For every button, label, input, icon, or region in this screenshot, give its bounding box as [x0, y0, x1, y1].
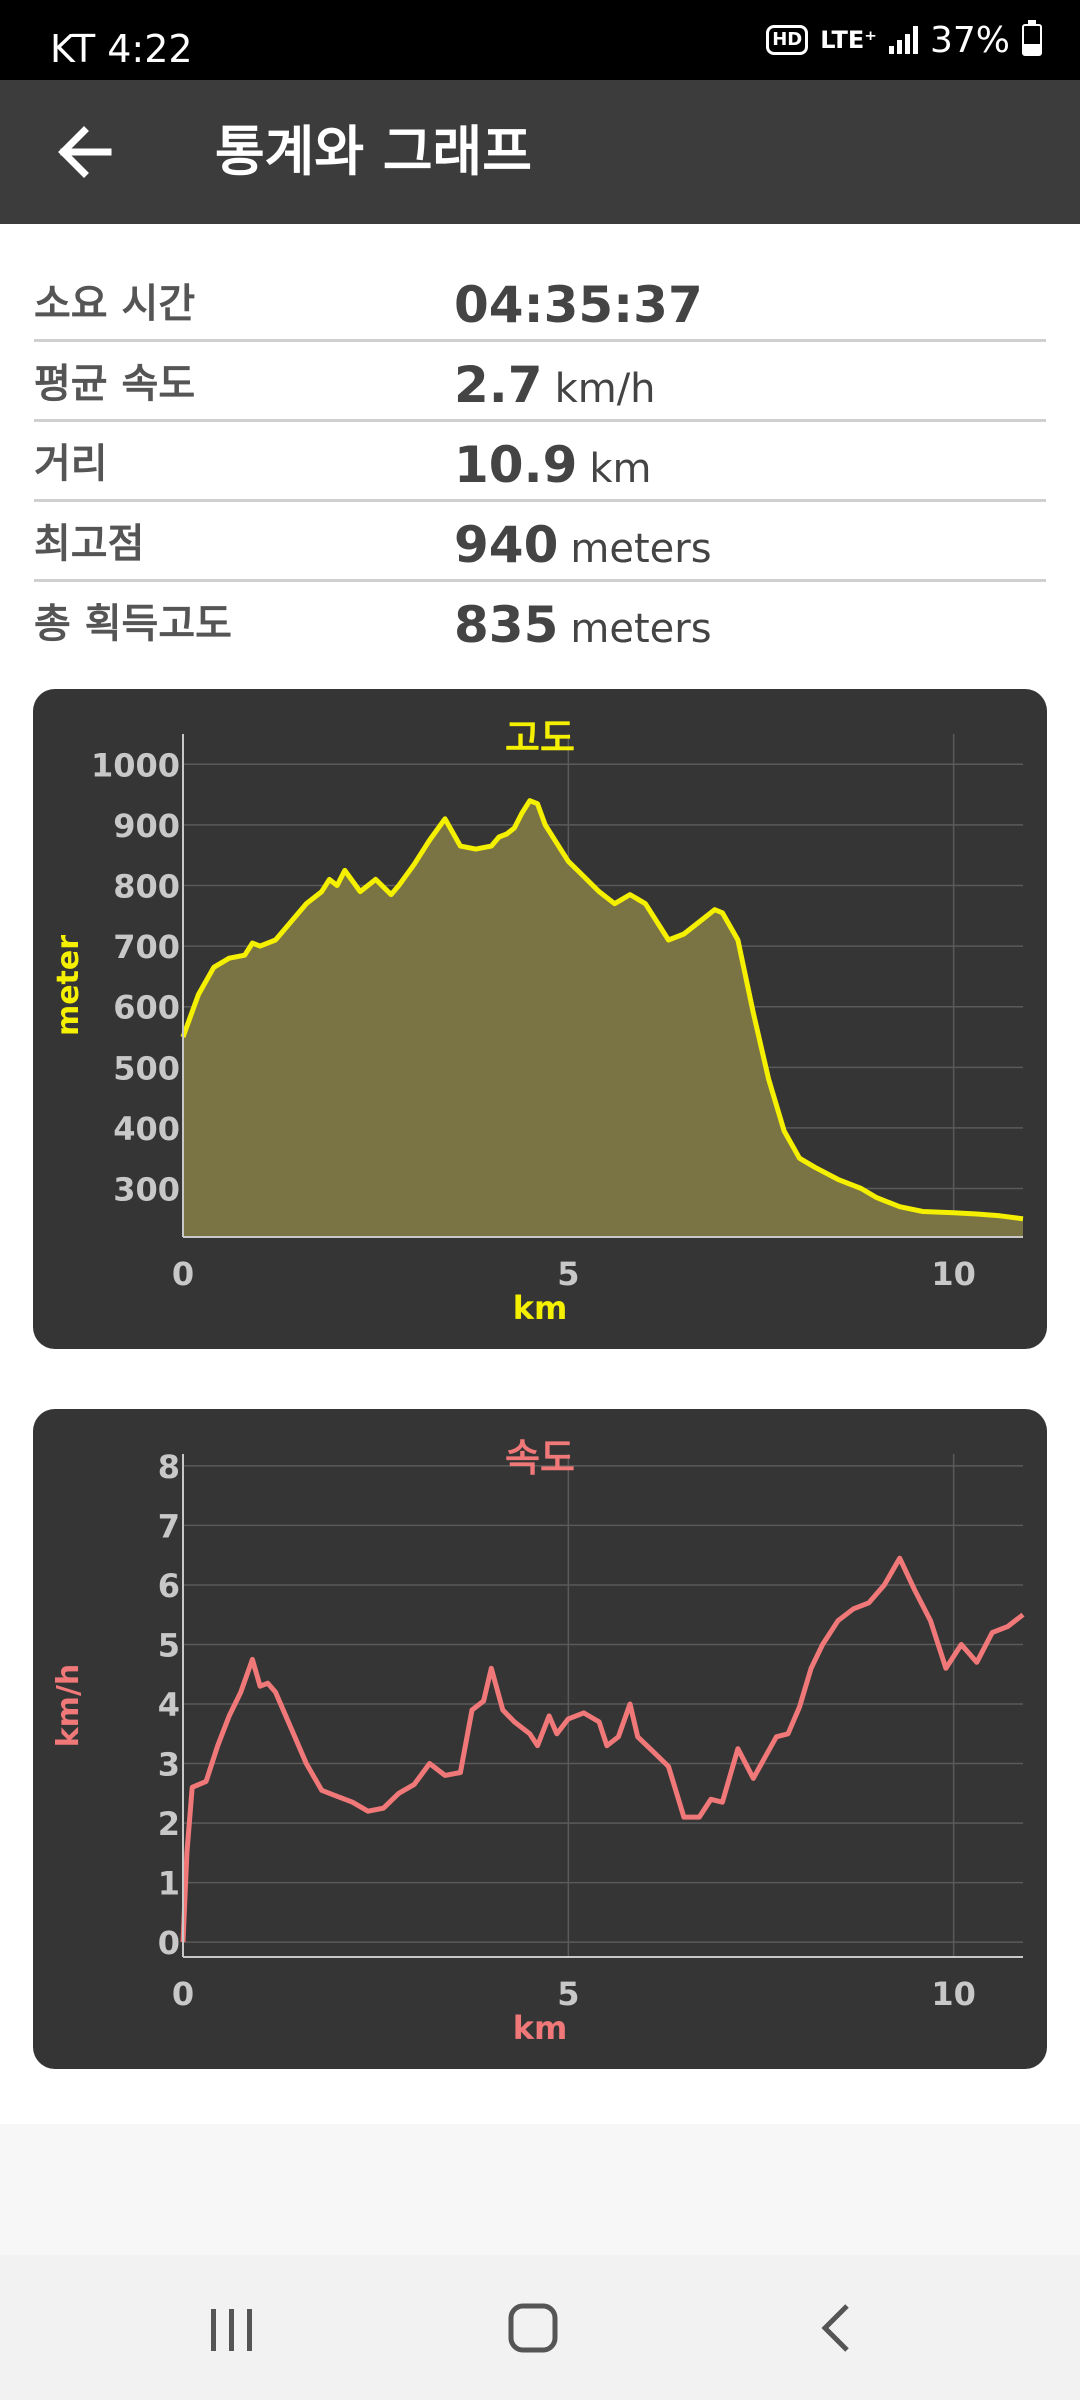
stat-value: 940 meters — [454, 502, 712, 600]
x-tick-label: 10 — [931, 1975, 976, 2013]
bottom-spacer — [0, 2124, 1080, 2255]
series-line — [180, 1555, 1025, 1943]
x-tick-label: 5 — [557, 1975, 579, 2013]
chart-title: 고도 — [505, 716, 575, 760]
stat-row-duration: 소요 시간 04:35:37 — [34, 262, 1046, 342]
series-line — [180, 798, 1024, 1222]
status-bar: KT 4:22 HD LTE⁺ 37% — [0, 0, 1080, 80]
y-tick-label: 300 — [113, 1171, 180, 1209]
stat-row-total-ascent: 총 획득고도 835 meters — [34, 582, 1046, 662]
stat-row-avg-speed: 평균 속도 2.7 km/h — [34, 342, 1046, 422]
y-tick-label: 400 — [113, 1110, 180, 1148]
app-bar: 통계와 그래프 — [0, 80, 1080, 224]
speed-chart-card: 0 1 2 3 4 5 6 7 8 0 5 10 속도 km km/h — [33, 1409, 1047, 2069]
stat-unit: km/h — [554, 366, 656, 412]
stat-number: 835 — [454, 596, 559, 654]
stat-label: 최고점 — [34, 521, 145, 567]
x-axis-label: km — [513, 2009, 568, 2047]
content-area: 소요 시간 04:35:37 평균 속도 2.7 km/h 거리 10.9 km 최… — [0, 224, 1080, 2124]
back-chevron-icon[interactable] — [803, 2295, 873, 2361]
stat-value: 04:35:37 — [454, 262, 715, 360]
network-type-icon: LTE⁺ — [820, 26, 877, 54]
y-tick-label: 500 — [113, 1049, 180, 1087]
stat-unit: meters — [570, 526, 712, 572]
hd-voice-icon: HD — [766, 25, 809, 55]
stats-table: 소요 시간 04:35:37 평균 속도 2.7 km/h 거리 10.9 km 최… — [34, 262, 1046, 662]
x-tick-label: 0 — [172, 1975, 194, 2013]
stat-number: 04:35:37 — [454, 276, 703, 334]
y-tick-label: 4 — [158, 1686, 180, 1724]
y-tick-label: 8 — [158, 1448, 180, 1486]
y-tick-label: 7 — [158, 1507, 180, 1545]
stat-value: 835 meters — [454, 582, 712, 680]
stat-number: 940 — [454, 516, 559, 574]
y-tick-label: 5 — [158, 1626, 180, 1664]
stat-number: 10.9 — [454, 436, 578, 494]
speed-chart: 0 1 2 3 4 5 6 7 8 0 5 10 속도 km km/h — [51, 1436, 1025, 2047]
status-icons: HD LTE⁺ 37% — [766, 0, 1042, 80]
stat-number: 2.7 — [454, 356, 543, 414]
x-tick-label: 5 — [557, 1255, 579, 1293]
carrier-time: KT 4:22 — [50, 27, 193, 71]
stat-row-max-elevation: 최고점 940 meters — [34, 502, 1046, 582]
recent-apps-icon[interactable] — [197, 2295, 267, 2361]
x-tick-label: 10 — [931, 1255, 976, 1293]
y-axis-label: km/h — [51, 1664, 86, 1748]
y-tick-label: 800 — [113, 868, 180, 906]
x-tick-label: 0 — [172, 1255, 194, 1293]
y-tick-label: 0 — [158, 1924, 180, 1962]
y-tick-label: 2 — [158, 1805, 180, 1843]
y-tick-label: 6 — [158, 1567, 180, 1605]
stat-unit: km — [589, 446, 652, 492]
y-tick-label: 1000 — [91, 746, 180, 784]
y-tick-label: 1 — [158, 1865, 180, 1903]
battery-icon — [1022, 20, 1042, 56]
elevation-chart: 300 400 500 600 700 800 900 1000 0 5 10 고도 km meter — [51, 716, 1024, 1327]
y-tick-label: 600 — [113, 989, 180, 1027]
signal-strength-icon — [888, 26, 918, 54]
arrow-left-icon[interactable] — [50, 116, 122, 188]
y-tick-label: 900 — [113, 807, 180, 845]
chart-title: 속도 — [505, 1436, 575, 1480]
stat-label: 거리 — [34, 441, 108, 487]
stat-label: 총 획득고도 — [34, 601, 232, 647]
stat-value: 10.9 km — [454, 422, 652, 520]
y-tick-label: 3 — [158, 1746, 180, 1784]
area-fill — [183, 800, 1023, 1237]
system-nav-bar — [0, 2255, 1080, 2400]
y-axis-label: meter — [51, 935, 86, 1036]
page-title: 통계와 그래프 — [215, 120, 532, 183]
y-tick-label: 700 — [113, 928, 180, 966]
elevation-chart-card: 300 400 500 600 700 800 900 1000 0 5 10 고도 km meter — [33, 689, 1047, 1349]
stat-row-distance: 거리 10.9 km — [34, 422, 1046, 502]
x-axis-label: km — [513, 1289, 568, 1327]
stat-label: 소요 시간 — [34, 281, 196, 327]
battery-percent: 37% — [929, 19, 1010, 61]
stat-value: 2.7 km/h — [454, 342, 656, 440]
stat-label: 평균 속도 — [34, 361, 196, 407]
home-icon[interactable] — [498, 2295, 568, 2361]
stat-unit: meters — [570, 606, 712, 652]
